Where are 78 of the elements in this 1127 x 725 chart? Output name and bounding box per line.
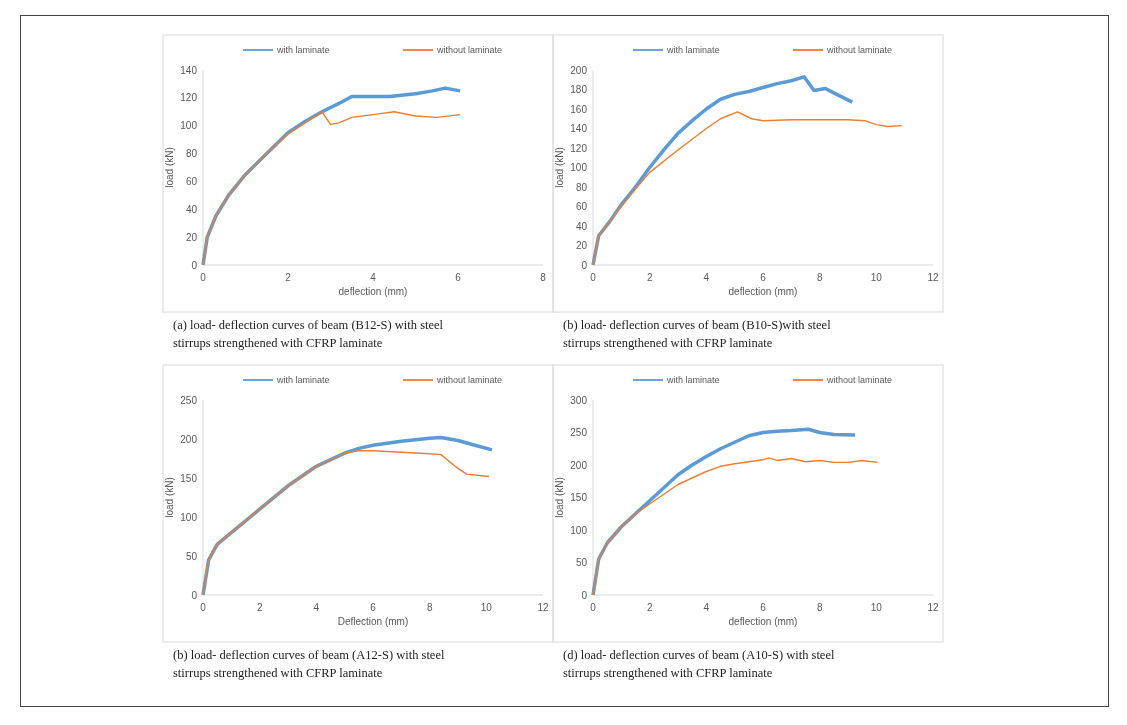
- y-tick-label: 80: [185, 148, 198, 160]
- y-tick-label: 60: [185, 175, 198, 187]
- y-axis-title: load (kN): [164, 477, 175, 518]
- x-tick-label: 8: [426, 602, 433, 613]
- y-tick-label: 200: [570, 64, 588, 76]
- legend-label: with laminate: [276, 45, 330, 56]
- x-tick-label: 8: [816, 272, 823, 283]
- y-tick-label: 80: [575, 181, 588, 193]
- y-tick-label: 0: [581, 589, 588, 601]
- x-tick-label: 0: [590, 272, 597, 283]
- x-tick-label: 12: [927, 272, 939, 283]
- x-tick-label: 6: [370, 602, 377, 613]
- x-tick-label: 4: [313, 602, 320, 613]
- y-tick-label: 0: [191, 589, 198, 601]
- x-tick-label: 8: [816, 602, 823, 613]
- x-tick-label: 6: [760, 272, 767, 283]
- x-tick-label: 2: [646, 602, 653, 613]
- x-axis-title: deflection (mm): [728, 616, 798, 627]
- y-tick-label: 100: [570, 162, 588, 173]
- x-tick-label: 0: [200, 272, 207, 283]
- y-tick-label: 0: [191, 259, 198, 271]
- x-tick-label: 4: [703, 272, 710, 283]
- legend-label: with laminate: [276, 375, 330, 386]
- legend-label: without laminate: [826, 375, 893, 386]
- y-tick-label: 40: [575, 220, 588, 232]
- x-tick-label: 12: [927, 602, 939, 613]
- y-tick-label: 250: [570, 427, 588, 438]
- y-tick-label: 60: [575, 201, 588, 212]
- x-axis-title: deflection (mm): [728, 286, 798, 297]
- legend-label: with laminate: [666, 375, 720, 386]
- x-tick-label: 6: [760, 602, 767, 613]
- x-tick-label: 12: [537, 602, 549, 613]
- y-tick-label: 50: [575, 557, 588, 568]
- y-axis-title: load (kN): [554, 147, 565, 188]
- legend-label: without laminate: [826, 45, 893, 56]
- x-tick-label: 10: [480, 602, 493, 613]
- legend-label: with laminate: [666, 45, 720, 56]
- y-tick-label: 0: [581, 259, 588, 271]
- y-tick-label: 160: [570, 103, 588, 115]
- y-tick-label: 100: [180, 120, 198, 132]
- y-tick-label: 200: [570, 459, 588, 471]
- y-tick-label: 100: [180, 511, 198, 523]
- y-tick-label: 120: [570, 142, 588, 154]
- x-tick-label: 4: [703, 602, 710, 613]
- x-tick-label: 10: [870, 272, 883, 283]
- x-axis-title: Deflection (mm): [337, 616, 409, 627]
- text: (b) load- deflection curves of beam (A12-S) with steel stirrups strengthened with CFRP laminate: [173, 648, 445, 680]
- y-tick-label: 20: [185, 231, 198, 243]
- text: (a) load- deflection curves of beam (B12-S) with steel stirrups strengthened with CFRP laminate: [173, 318, 444, 350]
- y-tick-label: 20: [575, 240, 588, 251]
- y-tick-label: 140: [180, 64, 198, 76]
- y-tick-label: 300: [570, 394, 588, 406]
- x-tick-label: 2: [285, 272, 292, 283]
- y-tick-label: 250: [180, 394, 198, 406]
- y-tick-label: 100: [570, 524, 588, 536]
- y-axis-title: load (kN): [554, 477, 565, 518]
- y-tick-label: 200: [180, 433, 198, 445]
- y-tick-label: 40: [185, 203, 198, 215]
- x-tick-label: 6: [455, 272, 462, 283]
- x-tick-label: 10: [870, 602, 883, 613]
- x-tick-label: 8: [540, 272, 547, 283]
- y-tick-label: 150: [570, 492, 588, 503]
- y-tick-label: 140: [570, 123, 588, 134]
- x-tick-label: 2: [646, 272, 653, 283]
- y-tick-label: 50: [185, 550, 198, 562]
- x-tick-label: 2: [256, 602, 263, 613]
- x-tick-label: 0: [590, 602, 597, 613]
- text: (d) load- deflection curves of beam (A10-S) with steel stirrups strengthened with CFRP laminate: [563, 648, 835, 680]
- x-tick-label: 0: [200, 602, 207, 613]
- y-tick-label: 150: [180, 472, 198, 484]
- x-tick-label: 4: [370, 272, 377, 283]
- x-axis-title: deflection (mm): [338, 286, 408, 297]
- legend-label: without laminate: [436, 45, 503, 56]
- y-tick-label: 180: [570, 84, 588, 95]
- text: (b) load- deflection curves of beam (B10-S)with steel stirrups strengthened with CFRP laminate: [563, 318, 832, 350]
- legend-label: without laminate: [436, 375, 503, 386]
- y-tick-label: 120: [180, 92, 198, 104]
- y-axis-title: load (kN): [164, 147, 175, 188]
